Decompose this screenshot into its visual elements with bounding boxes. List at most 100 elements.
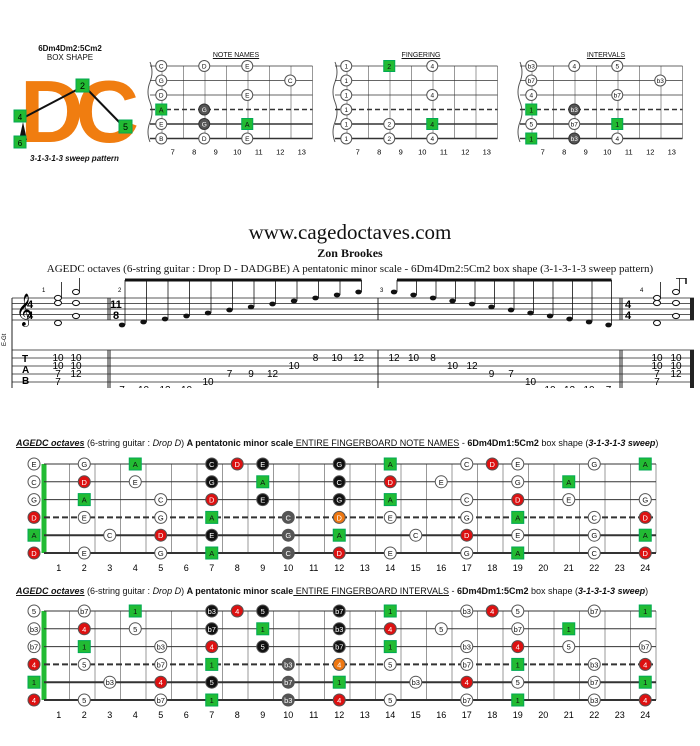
fret-number: 15: [411, 710, 421, 720]
svg-text:2: 2: [387, 122, 391, 129]
fingerboard-note: A: [205, 546, 219, 560]
fingerboard-note: b7: [332, 604, 346, 618]
mini-fret-number: 7: [171, 148, 175, 157]
svg-text:1: 1: [388, 643, 392, 652]
mini-note: 4: [426, 60, 439, 72]
mini-break: [332, 61, 338, 143]
fret-number: 22: [589, 563, 599, 573]
svg-text:E: E: [245, 64, 250, 71]
mini-fret-number: 9: [399, 148, 403, 157]
fret-number: 24: [640, 563, 650, 573]
fingerboard-note: 1: [511, 693, 525, 707]
mini-note: b3: [525, 60, 538, 72]
fingerboard-note: D: [485, 457, 499, 471]
fingerboard-note: A: [638, 528, 652, 542]
fingerboard-note: b7: [154, 693, 168, 707]
note-head: [527, 310, 534, 316]
fingerboard-note: C: [332, 475, 346, 489]
svg-text:E: E: [209, 531, 214, 540]
site-url[interactable]: www.cagedoctaves.com: [248, 220, 452, 244]
fingerboard-note: b3: [281, 693, 295, 707]
svg-text:1: 1: [516, 660, 520, 669]
svg-text:b3: b3: [284, 660, 292, 669]
svg-text:A: A: [643, 531, 648, 540]
fingerboard-note: b3: [460, 640, 474, 654]
tab-number: 10: [202, 377, 214, 388]
svg-text:4: 4: [572, 64, 576, 71]
author: Zon Brookes: [317, 246, 383, 260]
open-note: 4: [27, 657, 41, 671]
fingerboard-note: 1: [562, 622, 576, 636]
treble-clef: 𝄞: [16, 294, 33, 327]
mini-note: 4: [426, 118, 439, 130]
mini-note: G: [198, 118, 211, 130]
svg-text:b3: b3: [590, 696, 598, 705]
svg-text:1: 1: [133, 607, 137, 616]
svg-text:C: C: [337, 478, 343, 487]
svg-text:b3: b3: [30, 625, 38, 634]
open-note: G: [27, 493, 41, 507]
svg-text:b7: b7: [641, 643, 649, 652]
fingerboard-note: D: [383, 475, 397, 489]
svg-text:1: 1: [32, 678, 36, 687]
fret-number: 15: [411, 563, 421, 573]
measure-number: 4: [640, 288, 644, 294]
fret-number: 10: [283, 563, 293, 573]
tab-number: 10: [544, 385, 556, 388]
mini-note: 1: [340, 118, 353, 130]
note-head: [333, 292, 341, 298]
fingerboard-note: A: [256, 475, 270, 489]
note-head: [204, 310, 212, 316]
svg-text:E: E: [515, 531, 520, 540]
fret-number: 22: [589, 710, 599, 720]
open-note: 5: [27, 604, 41, 618]
svg-text:4: 4: [430, 136, 434, 143]
mini-note: A: [155, 103, 168, 116]
svg-text:G: G: [81, 460, 87, 469]
tab-number: 7: [508, 369, 514, 380]
open-note: 4: [27, 693, 41, 707]
mini-break: [517, 61, 523, 143]
fret-number: 2: [82, 710, 87, 720]
logo-marker-2: [75, 78, 90, 93]
fingerboard-note: 4: [332, 657, 346, 671]
svg-text:E: E: [515, 460, 520, 469]
logo-marker-label: 5: [123, 122, 128, 132]
mini-fret-number: 8: [562, 148, 566, 157]
fret-number: 4: [133, 563, 138, 573]
svg-text:b7: b7: [335, 607, 343, 616]
fingerboard-note: b7: [460, 693, 474, 707]
open-note: A: [27, 528, 41, 542]
fingerboard-note: 4: [485, 604, 499, 618]
fret-number: 17: [462, 563, 472, 573]
svg-text:C: C: [286, 549, 292, 558]
fingerboard-note: D: [460, 528, 474, 542]
svg-text:1: 1: [643, 678, 647, 687]
fret-number: 18: [487, 710, 497, 720]
svg-text:D: D: [388, 478, 394, 487]
svg-text:b3: b3: [157, 643, 165, 652]
fingerboard-note: b7: [205, 622, 219, 636]
svg-text:D: D: [515, 496, 521, 505]
tab-number: 7: [606, 385, 612, 388]
tab-number: 10: [52, 353, 64, 364]
fingerboard-note: 5: [128, 622, 142, 636]
fingerboard-note: 4: [230, 604, 244, 618]
mini-note: 1: [340, 132, 353, 145]
svg-text:E: E: [82, 549, 87, 558]
fingerboard-note: b3: [460, 604, 474, 618]
fingerboard-note: E: [256, 493, 270, 507]
fingerboard-note: b3: [154, 640, 168, 654]
fret-number: 20: [538, 563, 548, 573]
fret-number: 7: [209, 710, 214, 720]
tab-number: 10: [288, 361, 300, 372]
fingerboard-note: E: [77, 510, 91, 524]
svg-text:4: 4: [465, 678, 469, 687]
svg-text:b7: b7: [157, 696, 165, 705]
fingerboard-note: 5: [511, 675, 525, 689]
fret-number: 5: [158, 710, 163, 720]
fingerboard-note: C: [103, 528, 117, 542]
svg-text:E: E: [260, 460, 265, 469]
fingerboard-note: D: [638, 546, 652, 560]
fingerboard-note: A: [77, 493, 91, 507]
